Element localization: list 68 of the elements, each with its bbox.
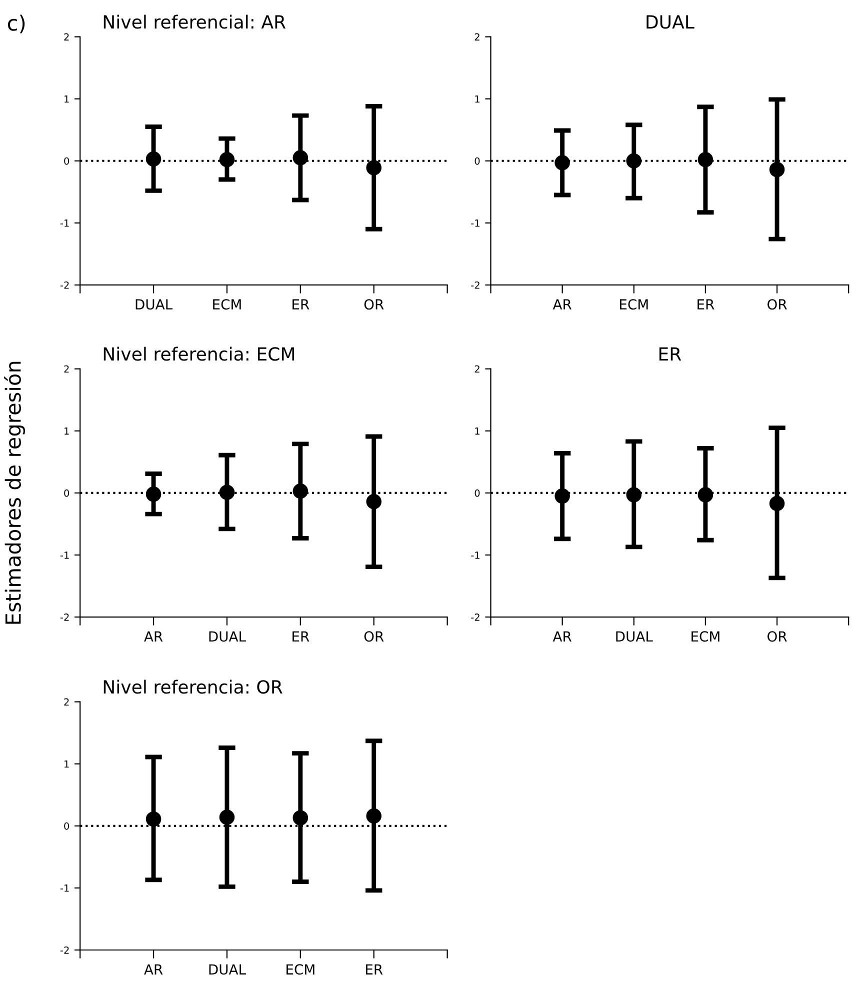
- point: [146, 151, 162, 167]
- y-tick-label: 2: [64, 698, 69, 706]
- point: [626, 487, 642, 502]
- x-tick-label: AR: [144, 964, 163, 974]
- x-tick-label: AR: [144, 631, 163, 642]
- y-tick-label: -1: [60, 220, 69, 227]
- x-tick-label: AR: [552, 299, 572, 310]
- y-tick-label: -1: [60, 884, 69, 892]
- x-tick-label: OR: [364, 299, 384, 310]
- y-tick-label: -2: [60, 946, 69, 954]
- point: [366, 160, 382, 176]
- x-tick-label: DUAL: [616, 631, 653, 642]
- point: [769, 162, 785, 178]
- y-tick-label: -2: [471, 281, 480, 289]
- point: [698, 152, 714, 168]
- point: [626, 153, 642, 169]
- x-tick-label: AR: [552, 631, 572, 642]
- point: [292, 150, 308, 166]
- x-tick-label: ECM: [692, 631, 720, 642]
- chart-title: Nivel referencia: OR: [104, 680, 282, 694]
- y-tick-label: 2: [474, 365, 480, 373]
- x-tick-label: ECM: [620, 299, 648, 310]
- x-tick-label: ER: [292, 299, 310, 310]
- x-tick-label: ER: [366, 964, 383, 974]
- y-tick-label: 2: [64, 33, 69, 40]
- point: [554, 155, 570, 170]
- chart-title: Nivel referencia: ECM: [104, 346, 294, 361]
- y-tick-label: 0: [474, 157, 480, 165]
- y-tick-label: 1: [475, 95, 480, 103]
- x-tick-label: DUAL: [136, 299, 173, 310]
- chart-title: ER: [659, 347, 682, 361]
- chart-title: DUAL: [646, 15, 694, 29]
- point: [292, 483, 308, 499]
- y-tick-label: 2: [64, 365, 69, 373]
- y-tick-label: 1: [64, 760, 69, 768]
- text: c): [8, 14, 25, 34]
- x-tick-label: OR: [768, 299, 787, 310]
- point: [554, 488, 570, 504]
- y-tick-label: 1: [475, 428, 480, 435]
- y-tick-label: -1: [60, 552, 69, 559]
- y-tick-label: -1: [471, 552, 480, 559]
- x-tick-label: OR: [768, 631, 787, 642]
- y-tick-label: 0: [64, 822, 70, 830]
- y-tick-label: 0: [474, 489, 480, 497]
- y-tick-label: -2: [471, 614, 480, 621]
- y-tick-label: 1: [64, 428, 69, 435]
- y-tick-label: 0: [64, 157, 70, 165]
- y-tick-label: 1: [64, 95, 69, 103]
- x-tick-label: ECM: [213, 299, 241, 310]
- x-tick-label: DUAL: [209, 964, 246, 975]
- y-tick-label: -1: [471, 220, 480, 227]
- y-tick-label: 2: [474, 33, 480, 40]
- x-tick-label: DUAL: [209, 631, 246, 642]
- point: [219, 152, 235, 168]
- x-tick-label: OR: [364, 631, 384, 642]
- x-tick-label: ECM: [286, 964, 314, 975]
- x-tick-label: ER: [698, 299, 714, 310]
- y-axis-title: Estimadores de regresión: [4, 362, 26, 624]
- y-tick-label: -2: [60, 614, 69, 621]
- point: [769, 496, 785, 512]
- y-tick-label: -2: [60, 281, 69, 289]
- x-tick-label: ER: [292, 631, 310, 642]
- point: [366, 494, 382, 510]
- point: [219, 484, 235, 500]
- point: [146, 486, 162, 502]
- y-tick-label: 0: [64, 489, 70, 497]
- chart-title: Nivel referencial: AR: [104, 14, 286, 29]
- point: [698, 487, 714, 502]
